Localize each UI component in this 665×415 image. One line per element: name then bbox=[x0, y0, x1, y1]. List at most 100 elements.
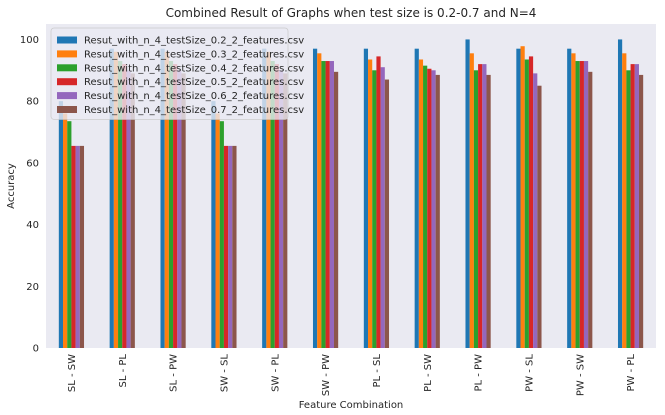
x-ticks-group: SL - SW SL - PL SL - PW SW - SL SW - PL SW - … bbox=[67, 354, 637, 397]
bar-3-series-4 bbox=[173, 64, 178, 349]
bar-11-series-2 bbox=[571, 53, 576, 349]
bar-4-series-4 bbox=[223, 145, 229, 348]
bar-2-series-2 bbox=[113, 51, 119, 349]
x-tick-label: SW - SL bbox=[219, 354, 230, 393]
chart-title: Combined Result of Graphs when test size… bbox=[166, 6, 537, 20]
bar-1-series-4 bbox=[71, 145, 76, 348]
bar-5-series-5 bbox=[278, 70, 284, 348]
legend-entry-label: Resut_with_n_4_testSize_0.2_2_features.c… bbox=[84, 36, 304, 47]
bar-10-series-5 bbox=[533, 73, 538, 349]
bar-6-series-5 bbox=[329, 61, 334, 348]
bar-5-series-3 bbox=[270, 61, 275, 348]
bar-2-series-1 bbox=[109, 48, 114, 348]
bar-1-series-2 bbox=[63, 113, 68, 349]
bar-6-series-3 bbox=[321, 61, 326, 348]
x-tick-label: PW - SW bbox=[575, 354, 586, 396]
bar-2-series-6 bbox=[130, 73, 135, 349]
bar-11-series-5 bbox=[583, 61, 589, 348]
bar-11-series-3 bbox=[575, 61, 580, 348]
y-ticks-group: 0 20 40 60 80 100 bbox=[20, 35, 39, 355]
bar-2-series-3 bbox=[118, 61, 123, 348]
bar-6-series-1 bbox=[312, 48, 318, 348]
bar-12-series-5 bbox=[634, 64, 639, 349]
bar-4-series-6 bbox=[232, 145, 237, 348]
y-tick-label: 0 bbox=[33, 344, 39, 355]
bar-8-series-5 bbox=[431, 70, 436, 348]
legend-swatch bbox=[57, 78, 77, 86]
x-tick-label: PL - SL bbox=[372, 354, 383, 388]
bar-2-series-5 bbox=[126, 70, 131, 348]
bar-3-series-1 bbox=[160, 48, 165, 348]
y-tick-label: 80 bbox=[26, 97, 39, 108]
legend-swatch bbox=[57, 50, 77, 58]
y-tick-label: 60 bbox=[26, 158, 39, 169]
bar-5-series-1 bbox=[262, 48, 267, 348]
legend-swatch bbox=[57, 36, 77, 44]
bar-5-series-4 bbox=[274, 64, 279, 349]
bar-5-series-6 bbox=[283, 73, 288, 349]
bar-3-series-6 bbox=[181, 73, 186, 349]
bar-12-series-4 bbox=[630, 64, 635, 349]
bar-8-series-3 bbox=[423, 65, 428, 348]
bar-7-series-6 bbox=[384, 79, 390, 348]
bar-9-series-3 bbox=[473, 70, 479, 348]
bar-6-series-4 bbox=[325, 61, 330, 348]
bar-5-series-2 bbox=[266, 51, 271, 349]
legend-entry-label: Resut_with_n_4_testSize_0.7_2_features.c… bbox=[84, 105, 304, 116]
bar-7-series-4 bbox=[376, 56, 381, 349]
bar-4-series-2 bbox=[215, 113, 220, 349]
x-tick-label: SW - PW bbox=[321, 354, 332, 396]
legend-entry-label: Resut_with_n_4_testSize_0.3_2_features.c… bbox=[84, 49, 304, 60]
legend-entry-label: Resut_with_n_4_testSize_0.5_2_features.c… bbox=[84, 77, 304, 88]
bar-8-series-6 bbox=[435, 74, 440, 348]
bar-1-series-6 bbox=[79, 145, 85, 348]
legend-entry-label: Resut_with_n_4_testSize_0.4_2_features.c… bbox=[84, 63, 304, 74]
bar-12-series-3 bbox=[626, 70, 631, 348]
bar-1-series-1 bbox=[58, 101, 64, 348]
bar-7-series-5 bbox=[380, 67, 385, 348]
bar-10-series-1 bbox=[516, 48, 521, 348]
x-tick-label: PL - PW bbox=[474, 354, 485, 392]
x-tick-label: SL - SW bbox=[67, 354, 78, 392]
bar-9-series-6 bbox=[486, 74, 491, 348]
bar-12-series-6 bbox=[638, 74, 644, 348]
bar-6-series-6 bbox=[333, 71, 339, 348]
bar-4-series-3 bbox=[219, 121, 224, 348]
bars-group bbox=[58, 39, 644, 349]
bar-10-series-6 bbox=[537, 85, 542, 349]
bar-6-series-2 bbox=[317, 53, 322, 349]
bar-7-series-2 bbox=[368, 59, 373, 349]
bar-7-series-1 bbox=[363, 48, 369, 348]
legend-swatch bbox=[57, 64, 77, 72]
legend-box bbox=[50, 27, 289, 120]
bar-11-series-1 bbox=[567, 48, 572, 348]
x-tick-label: SL - PL bbox=[118, 354, 129, 388]
y-axis-label: Accuracy bbox=[6, 163, 17, 209]
bar-1-series-5 bbox=[75, 145, 80, 348]
y-tick-label: 20 bbox=[26, 282, 39, 293]
bar-9-series-2 bbox=[469, 53, 474, 349]
bar-8-series-2 bbox=[418, 59, 424, 349]
bar-10-series-3 bbox=[524, 59, 529, 349]
bar-4-series-5 bbox=[228, 145, 233, 348]
bar-3-series-5 bbox=[177, 70, 182, 348]
bar-4-series-1 bbox=[211, 101, 216, 348]
bar-1-series-3 bbox=[67, 121, 72, 348]
bar-8-series-1 bbox=[414, 48, 419, 348]
legend-swatch bbox=[57, 106, 77, 113]
bar-10-series-4 bbox=[528, 56, 534, 349]
legend-entry-label: Resut_with_n_4_testSize_0.6_2_features.c… bbox=[84, 91, 304, 102]
bar-7-series-3 bbox=[372, 70, 377, 348]
bar-3-series-2 bbox=[164, 51, 169, 349]
bar-11-series-6 bbox=[588, 71, 593, 348]
bar-3-series-3 bbox=[168, 61, 174, 348]
y-tick-label: 40 bbox=[26, 220, 39, 231]
x-tick-label: SL - PW bbox=[169, 354, 180, 392]
legend: Resut_with_n_4_testSize_0.2_2_features.c… bbox=[50, 27, 304, 120]
bar-10-series-2 bbox=[520, 46, 525, 348]
bar-2-series-4 bbox=[122, 64, 127, 349]
bar-9-series-1 bbox=[465, 39, 470, 349]
bar-9-series-5 bbox=[482, 64, 487, 349]
x-tick-label: PW - SL bbox=[524, 354, 535, 392]
